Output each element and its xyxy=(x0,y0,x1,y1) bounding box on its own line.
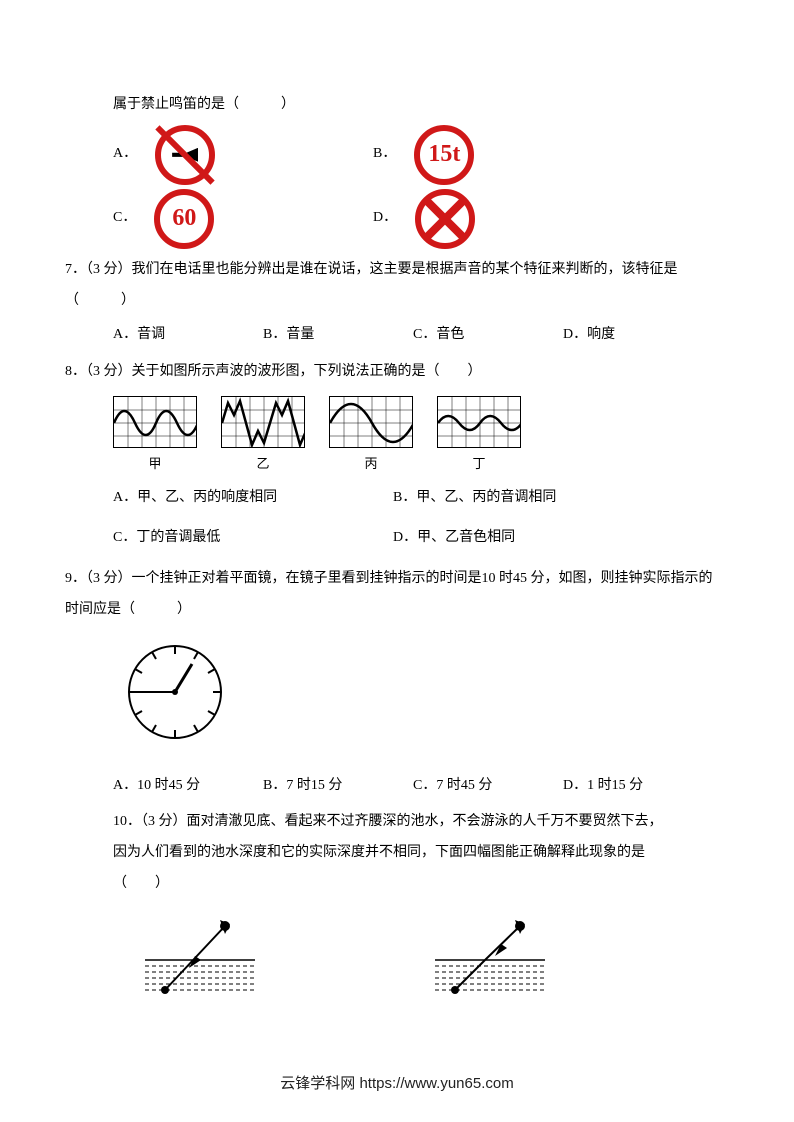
waveform-yi-icon xyxy=(221,396,305,448)
q8-text: 关于如图所示声波的波形图，下列说法正确的是（ ） xyxy=(132,364,482,379)
q10-line1: 10．（3 分）面对清澈见底、看起来不过齐腰深的池水，不会游泳的人千万不要贸然下… xyxy=(65,807,714,838)
wave-label-yi: 乙 xyxy=(256,450,269,479)
q9-opt-b[interactable]: B．7 时15 分 xyxy=(263,771,413,802)
waveform-ding-icon xyxy=(437,396,521,448)
speed-limit-sign-icon: 60 xyxy=(154,189,214,249)
q10-diagrams xyxy=(65,920,714,1000)
q9-options: A．10 时45 分 B．7 时15 分 C．7 时45 分 D．1 时15 分 xyxy=(65,771,714,802)
q6-opt-c-label[interactable]: C． xyxy=(113,203,136,234)
q10-number: 10．（3 分） xyxy=(113,814,187,829)
wave-label-ding: 丁 xyxy=(472,450,485,479)
q8-opt-b[interactable]: B．甲、乙、丙的音调相同 xyxy=(393,483,673,514)
q6-opt-a-label[interactable]: A． xyxy=(113,139,137,170)
q8-options: A．甲、乙、丙的响度相同 B．甲、乙、丙的音调相同 C．丁的音调最低 D．甲、乙… xyxy=(65,483,714,555)
q10-text1: 面对清澈见底、看起来不过齐腰深的池水，不会游泳的人千万不要贸然下去， xyxy=(187,814,663,829)
q9-opt-c[interactable]: C．7 时45 分 xyxy=(413,771,563,802)
q9-clock xyxy=(65,642,714,755)
refraction-diagram-b-icon xyxy=(435,920,545,1000)
waveform-jia-icon xyxy=(113,396,197,448)
q7-stem: 7．（3 分）我们在电话里也能分辨出是谁在说话，这主要是根据声音的某个特征来判断… xyxy=(65,255,714,317)
q7-number: 7．（3 分） xyxy=(65,262,132,277)
wave-label-jia: 甲 xyxy=(148,450,161,479)
page-footer: 云锋学科网 https://www.yun65.com xyxy=(0,1067,794,1100)
q6-opt-d-label[interactable]: D． xyxy=(373,203,397,234)
q6-stem: 属于禁止鸣笛的是（ ） xyxy=(65,90,714,121)
q8-opt-c[interactable]: C．丁的音调最低 xyxy=(113,523,393,554)
q7-opt-b[interactable]: B．音量 xyxy=(263,320,413,351)
q7-opt-a[interactable]: A．音调 xyxy=(113,320,263,351)
q10-line3: （ ） xyxy=(65,869,714,900)
no-entry-sign-icon xyxy=(415,189,475,249)
q9-stem: 9．（3 分）一个挂钟正对着平面镜，在镜子里看到挂钟指示的时间是10 时45 分… xyxy=(65,564,714,626)
clock-icon xyxy=(125,642,225,742)
q7-opt-c[interactable]: C．音色 xyxy=(413,320,563,351)
sign-c-text: 60 xyxy=(172,192,196,245)
waveform-bing-icon xyxy=(329,396,413,448)
q7-options: A．音调 B．音量 C．音色 D．响度 xyxy=(65,320,714,351)
q9-opt-d[interactable]: D．1 时15 分 xyxy=(563,771,713,802)
q10-line2: 因为人们看到的池水深度和它的实际深度并不相同，下面四幅图能正确解释此现象的是 xyxy=(65,838,714,869)
q9-opt-a[interactable]: A．10 时45 分 xyxy=(113,771,263,802)
q7-text: 我们在电话里也能分辨出是谁在说话，这主要是根据声音的某个特征来判断的，该特征是（… xyxy=(65,262,678,308)
refraction-diagram-a-icon xyxy=(145,920,255,1000)
q8-waveforms: 甲 乙 丙 丁 xyxy=(65,396,714,479)
q7-opt-d[interactable]: D．响度 xyxy=(563,320,713,351)
q9-text: 一个挂钟正对着平面镜，在镜子里看到挂钟指示的时间是10 时45 分，如图，则挂钟… xyxy=(65,571,713,617)
wave-label-bing: 丙 xyxy=(364,450,377,479)
no-horn-sign-icon xyxy=(155,125,215,185)
q8-opt-d[interactable]: D．甲、乙音色相同 xyxy=(393,523,673,554)
weight-limit-sign-icon: 15t xyxy=(414,125,474,185)
q8-stem: 8．（3 分）关于如图所示声波的波形图，下列说法正确的是（ ） xyxy=(65,357,714,388)
q9-number: 9．（3 分） xyxy=(65,571,132,586)
q8-number: 8．（3 分） xyxy=(65,364,132,379)
q6-signs-row1: A． B． 15t xyxy=(65,125,714,185)
q6-signs-row2: C． 60 D． xyxy=(65,189,714,249)
q6-opt-b-label[interactable]: B． xyxy=(373,139,396,170)
sign-b-text: 15t xyxy=(428,128,460,181)
q8-opt-a[interactable]: A．甲、乙、丙的响度相同 xyxy=(113,483,393,514)
